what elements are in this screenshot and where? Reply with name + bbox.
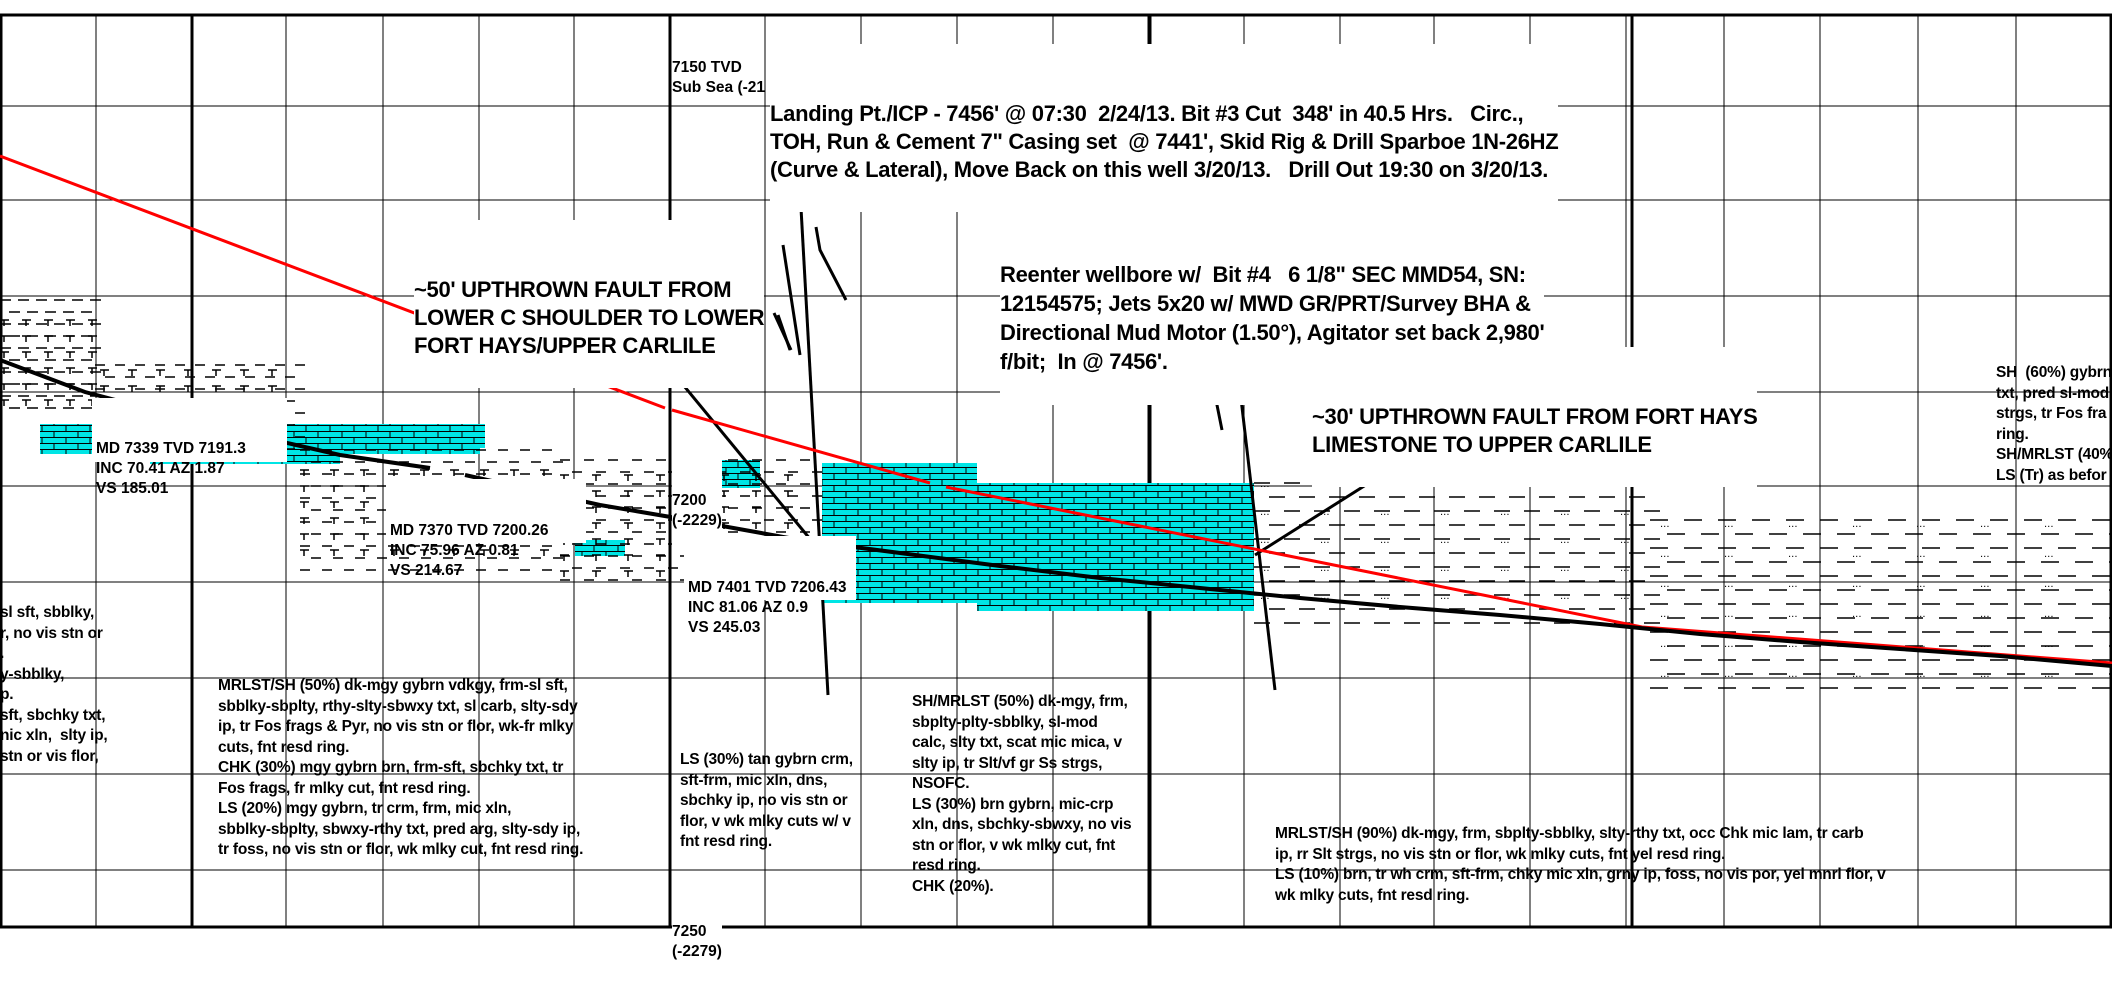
silt-dots: ··· — [1620, 594, 1630, 605]
silt-dots: ··· — [1852, 612, 1862, 623]
silt-dots: ··· — [2044, 672, 2054, 683]
silt-dots: ··· — [1980, 612, 1990, 623]
fault-1-note: ~50' UPTHROWN FAULT FROM LOWER C SHOULDER… — [414, 220, 765, 388]
silt-dots: ··· — [1916, 552, 1926, 563]
silt-dots: ··· — [1500, 538, 1510, 549]
lithology-desc-mrlst-b: MRLST/SH (90%) dk-mgy, frm, sbplty-sbblk… — [1275, 825, 1886, 904]
survey-box-1 — [92, 398, 287, 462]
depth-label-top: 7150 TVD Sub Sea (-21 — [672, 59, 766, 96]
limestone-block — [575, 540, 625, 556]
silt-dots: ··· — [2044, 552, 2054, 563]
silt-dots: ··· — [1320, 510, 1330, 521]
silt-dots: ··· — [1380, 482, 1390, 493]
silt-dots: ··· — [1724, 612, 1734, 623]
silt-dots: ··· — [1320, 566, 1330, 577]
silt-dots: ··· — [1788, 522, 1798, 533]
silt-dots: ··· — [1724, 522, 1734, 533]
silt-dots: ··· — [1980, 642, 1990, 653]
silt-dots: ··· — [1500, 566, 1510, 577]
depth-label-bottom: 7250 (-2279) — [672, 882, 722, 982]
silt-dots: ··· — [1660, 642, 1670, 653]
silt-dots: ··· — [1620, 538, 1630, 549]
silt-dots: ··· — [1620, 510, 1630, 521]
plot-frame — [0, 13, 2112, 929]
lithology-desc-mrlst-a: MRLST/SH (50%) dk-mgy gybrn vdkgy, frm-s… — [218, 677, 584, 858]
silt-dots: ··· — [1560, 594, 1570, 605]
silt-dots: ··· — [1560, 510, 1570, 521]
silt-dots: ··· — [1500, 482, 1510, 493]
fault-2-note: ~30' UPTHROWN FAULT FROM FORT HAYS LIMEST… — [1312, 347, 1758, 487]
silt-dots: ··· — [1916, 612, 1926, 623]
silt-dots: ··· — [1260, 566, 1270, 577]
silt-dots: ··· — [1560, 538, 1570, 549]
silt-dots: ··· — [1724, 642, 1734, 653]
silt-dots: ··· — [2044, 582, 2054, 593]
silt-dots: ··· — [1916, 582, 1926, 593]
silt-dots: ··· — [1620, 482, 1630, 493]
silt-dots: ··· — [1724, 552, 1734, 563]
fault-1-b — [814, 226, 848, 301]
silt-dots: ··· — [1660, 552, 1670, 563]
limestone-block — [260, 440, 480, 454]
silt-dots: ··· — [2044, 522, 2054, 533]
fault-1-tick — [781, 244, 802, 356]
silt-dots: ··· — [2044, 612, 2054, 623]
depth-label-mid: 7200 (-2229) — [672, 451, 722, 551]
silt-dots: ··· — [1788, 642, 1798, 653]
silt-dots: ··· — [1380, 538, 1390, 549]
silt-dots: ··· — [1660, 612, 1670, 623]
survey-box-2 — [386, 479, 586, 543]
silt-dots: ··· — [1440, 566, 1450, 577]
silt-dots: ··· — [1660, 582, 1670, 593]
survey-station-1: MD 7339 TVD 7191.3 INC 70.41 AZ 1.87 VS 18… — [96, 440, 246, 497]
silt-dots: ··· — [1440, 510, 1450, 521]
silt-dots: ··· — [1852, 672, 1862, 683]
silt-dots: ··· — [1660, 672, 1670, 683]
silt-dots: ··· — [1380, 566, 1390, 577]
fault-1-a — [772, 312, 793, 351]
silt-dots: ··· — [1916, 672, 1926, 683]
silt-dots: ··· — [1980, 582, 1990, 593]
silt-dots: ··· — [1852, 552, 1862, 563]
lithology-desc-left-partial: sl sft, sbblky, r, no vis stn or. y-sbblky… — [0, 604, 108, 765]
survey-station-2: MD 7370 TVD 7200.26 INC 75.96 AZ 0.81 VS 2… — [390, 522, 549, 579]
silt-dots: ··· — [1852, 582, 1862, 593]
silt-dots: ··· — [1724, 672, 1734, 683]
silt-dots: ··· — [1560, 482, 1570, 493]
silt-dots: ··· — [1260, 510, 1270, 521]
silt-dots: ··· — [1380, 594, 1390, 605]
silt-dots: ··· — [1980, 672, 1990, 683]
survey-station-3: MD 7401 TVD 7206.43 INC 81.06 AZ 0.9 VS 24… — [688, 579, 847, 636]
reenter-wellbore-note: Reenter wellbore w/ Bit #4 6 1/8" SEC MM… — [1000, 202, 1545, 405]
silt-dots: ··· — [1788, 552, 1798, 563]
silt-dots: ··· — [1788, 582, 1798, 593]
silt-dots: ··· — [1724, 582, 1734, 593]
silt-dots: ··· — [1440, 538, 1450, 549]
silt-dots: ··· — [1852, 522, 1862, 533]
landing-point-note: Landing Pt./ICP - 7456' @ 07:30 2/24/13.… — [770, 44, 1559, 212]
silt-dots: ··· — [1500, 510, 1510, 521]
silt-dots: ··· — [1260, 538, 1270, 549]
silt-dots: ··· — [1320, 482, 1330, 493]
silt-dots: ··· — [1788, 612, 1798, 623]
silt-dots: ··· — [1660, 522, 1670, 533]
silt-dots: ··· — [1260, 482, 1270, 493]
silt-dots: ··· — [1440, 482, 1450, 493]
lithology-desc-ls-tan: LS (30%) tan gybrn crm, sft-frm, mic xln,… — [680, 751, 853, 850]
silt-dots: ··· — [1620, 566, 1630, 577]
silt-dots: ··· — [1788, 672, 1798, 683]
silt-dots: ··· — [1560, 566, 1570, 577]
silt-dots: ··· — [2044, 642, 2054, 653]
lithology-desc-sh-mrlst: SH/MRLST (50%) dk-mgy, frm, sbplty-plty-s… — [912, 693, 1132, 895]
silt-dots: ··· — [1380, 510, 1390, 521]
silt-dots: ··· — [1980, 522, 1990, 533]
silt-dots: ··· — [1320, 538, 1330, 549]
silt-dots: ··· — [1440, 594, 1450, 605]
silt-dots: ··· — [1916, 522, 1926, 533]
lithology-desc-right-partial: SH (60%) gybrn txt, pred sl-mod strgs, tr … — [1996, 364, 2112, 484]
silt-dots: ··· — [1980, 552, 1990, 563]
